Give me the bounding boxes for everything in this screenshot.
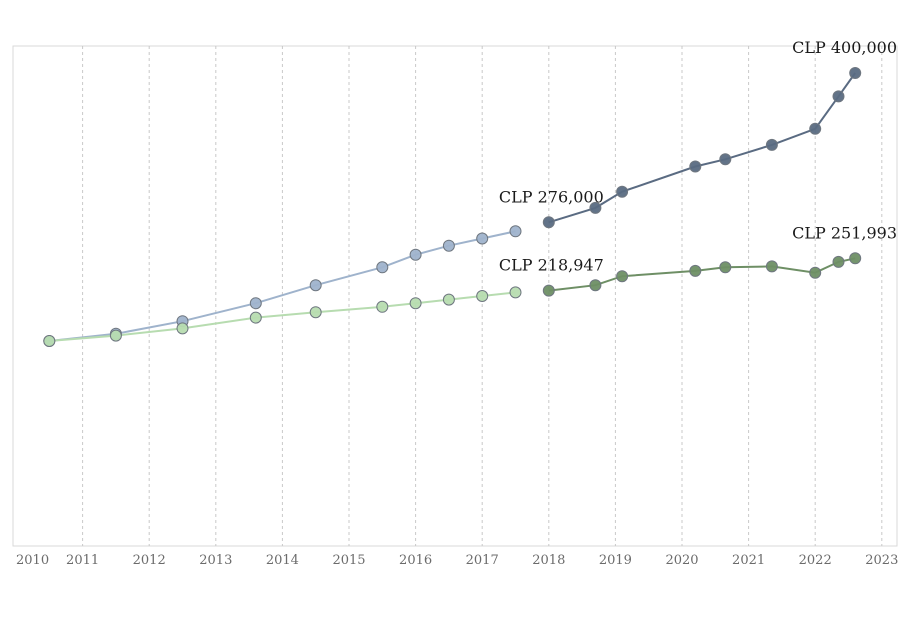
data-point-upper_late-5 [765, 138, 778, 151]
data-point-upper_early-9 [509, 225, 522, 238]
x-tick-2017: 2017 [466, 553, 499, 568]
x-tick-2019: 2019 [599, 553, 632, 568]
data-point-lower_early-8 [476, 290, 489, 302]
x-tick-2023: 2023 [865, 553, 898, 568]
data-point-lower_early-4 [309, 306, 322, 319]
x-tick-2016: 2016 [399, 553, 432, 568]
data-point-upper_late-0 [542, 216, 555, 229]
data-point-lower_late-0 [542, 284, 555, 297]
data-point-upper_late-1 [589, 201, 602, 214]
data-point-lower_late-2 [616, 270, 629, 283]
plot-frame [12, 45, 898, 547]
data-point-upper_early-7 [442, 239, 455, 252]
data-point-lower_early-6 [409, 297, 422, 310]
x-tick-2022: 2022 [799, 553, 832, 568]
x-tick-2014: 2014 [266, 553, 299, 568]
x-tick-2010: 2010 [16, 553, 49, 568]
series-points [43, 67, 862, 347]
data-point-lower_early-1 [109, 329, 122, 342]
series-line-upper_early [49, 230, 516, 342]
annotation-label: CLP 400,000 [792, 38, 897, 57]
data-point-lower_late-3 [689, 264, 702, 277]
data-point-lower_early-9 [509, 286, 522, 299]
data-point-lower_early-2 [176, 322, 189, 335]
x-tick-2021: 2021 [732, 553, 765, 568]
data-point-lower_late-6 [809, 266, 822, 279]
data-point-upper_late-4 [719, 153, 732, 166]
annotation-label: CLP 276,000 [499, 187, 604, 206]
data-point-lower_late-1 [589, 279, 602, 292]
series-line-lower_early [49, 291, 516, 342]
data-point-upper_late-7 [832, 90, 845, 103]
data-point-upper_early-4 [309, 279, 322, 292]
data-point-lower_early-3 [249, 311, 262, 324]
x-tick-2018: 2018 [532, 553, 565, 568]
data-point-lower_late-8 [849, 252, 862, 265]
data-point-upper_early-5 [376, 261, 389, 274]
annotation-label: CLP 218,947 [499, 256, 604, 275]
data-point-upper_late-3 [689, 160, 702, 173]
x-tick-2015: 2015 [332, 553, 365, 568]
value-annotations: CLP 276,000 CLP 400,000 CLP 218,947 CLP 251… [499, 38, 897, 275]
data-point-upper_late-2 [616, 185, 629, 198]
data-point-upper_early-6 [409, 248, 422, 261]
data-point-lower_early-7 [442, 293, 455, 306]
x-tick-2012: 2012 [133, 553, 166, 568]
x-tick-2011: 2011 [66, 553, 99, 568]
gridlines [82, 46, 883, 546]
data-point-upper_late-6 [809, 122, 822, 135]
x-axis-tick-labels: 2010 2011 2012 2013 2014 2015 2016 2017 2018 2019… [16, 553, 898, 568]
data-point-upper_early-8 [476, 232, 489, 245]
data-point-lower_early-0 [43, 335, 56, 347]
data-point-upper_late-8 [849, 67, 862, 79]
annotation-label: CLP 251,993 [792, 223, 897, 242]
x-tick-2020: 2020 [665, 553, 698, 568]
data-point-lower_late-7 [832, 255, 845, 268]
data-point-lower_late-4 [719, 261, 732, 274]
data-point-upper_early-3 [249, 297, 262, 310]
data-point-lower_early-5 [376, 300, 389, 313]
data-point-lower_late-5 [765, 260, 778, 273]
x-tick-2013: 2013 [199, 553, 232, 568]
